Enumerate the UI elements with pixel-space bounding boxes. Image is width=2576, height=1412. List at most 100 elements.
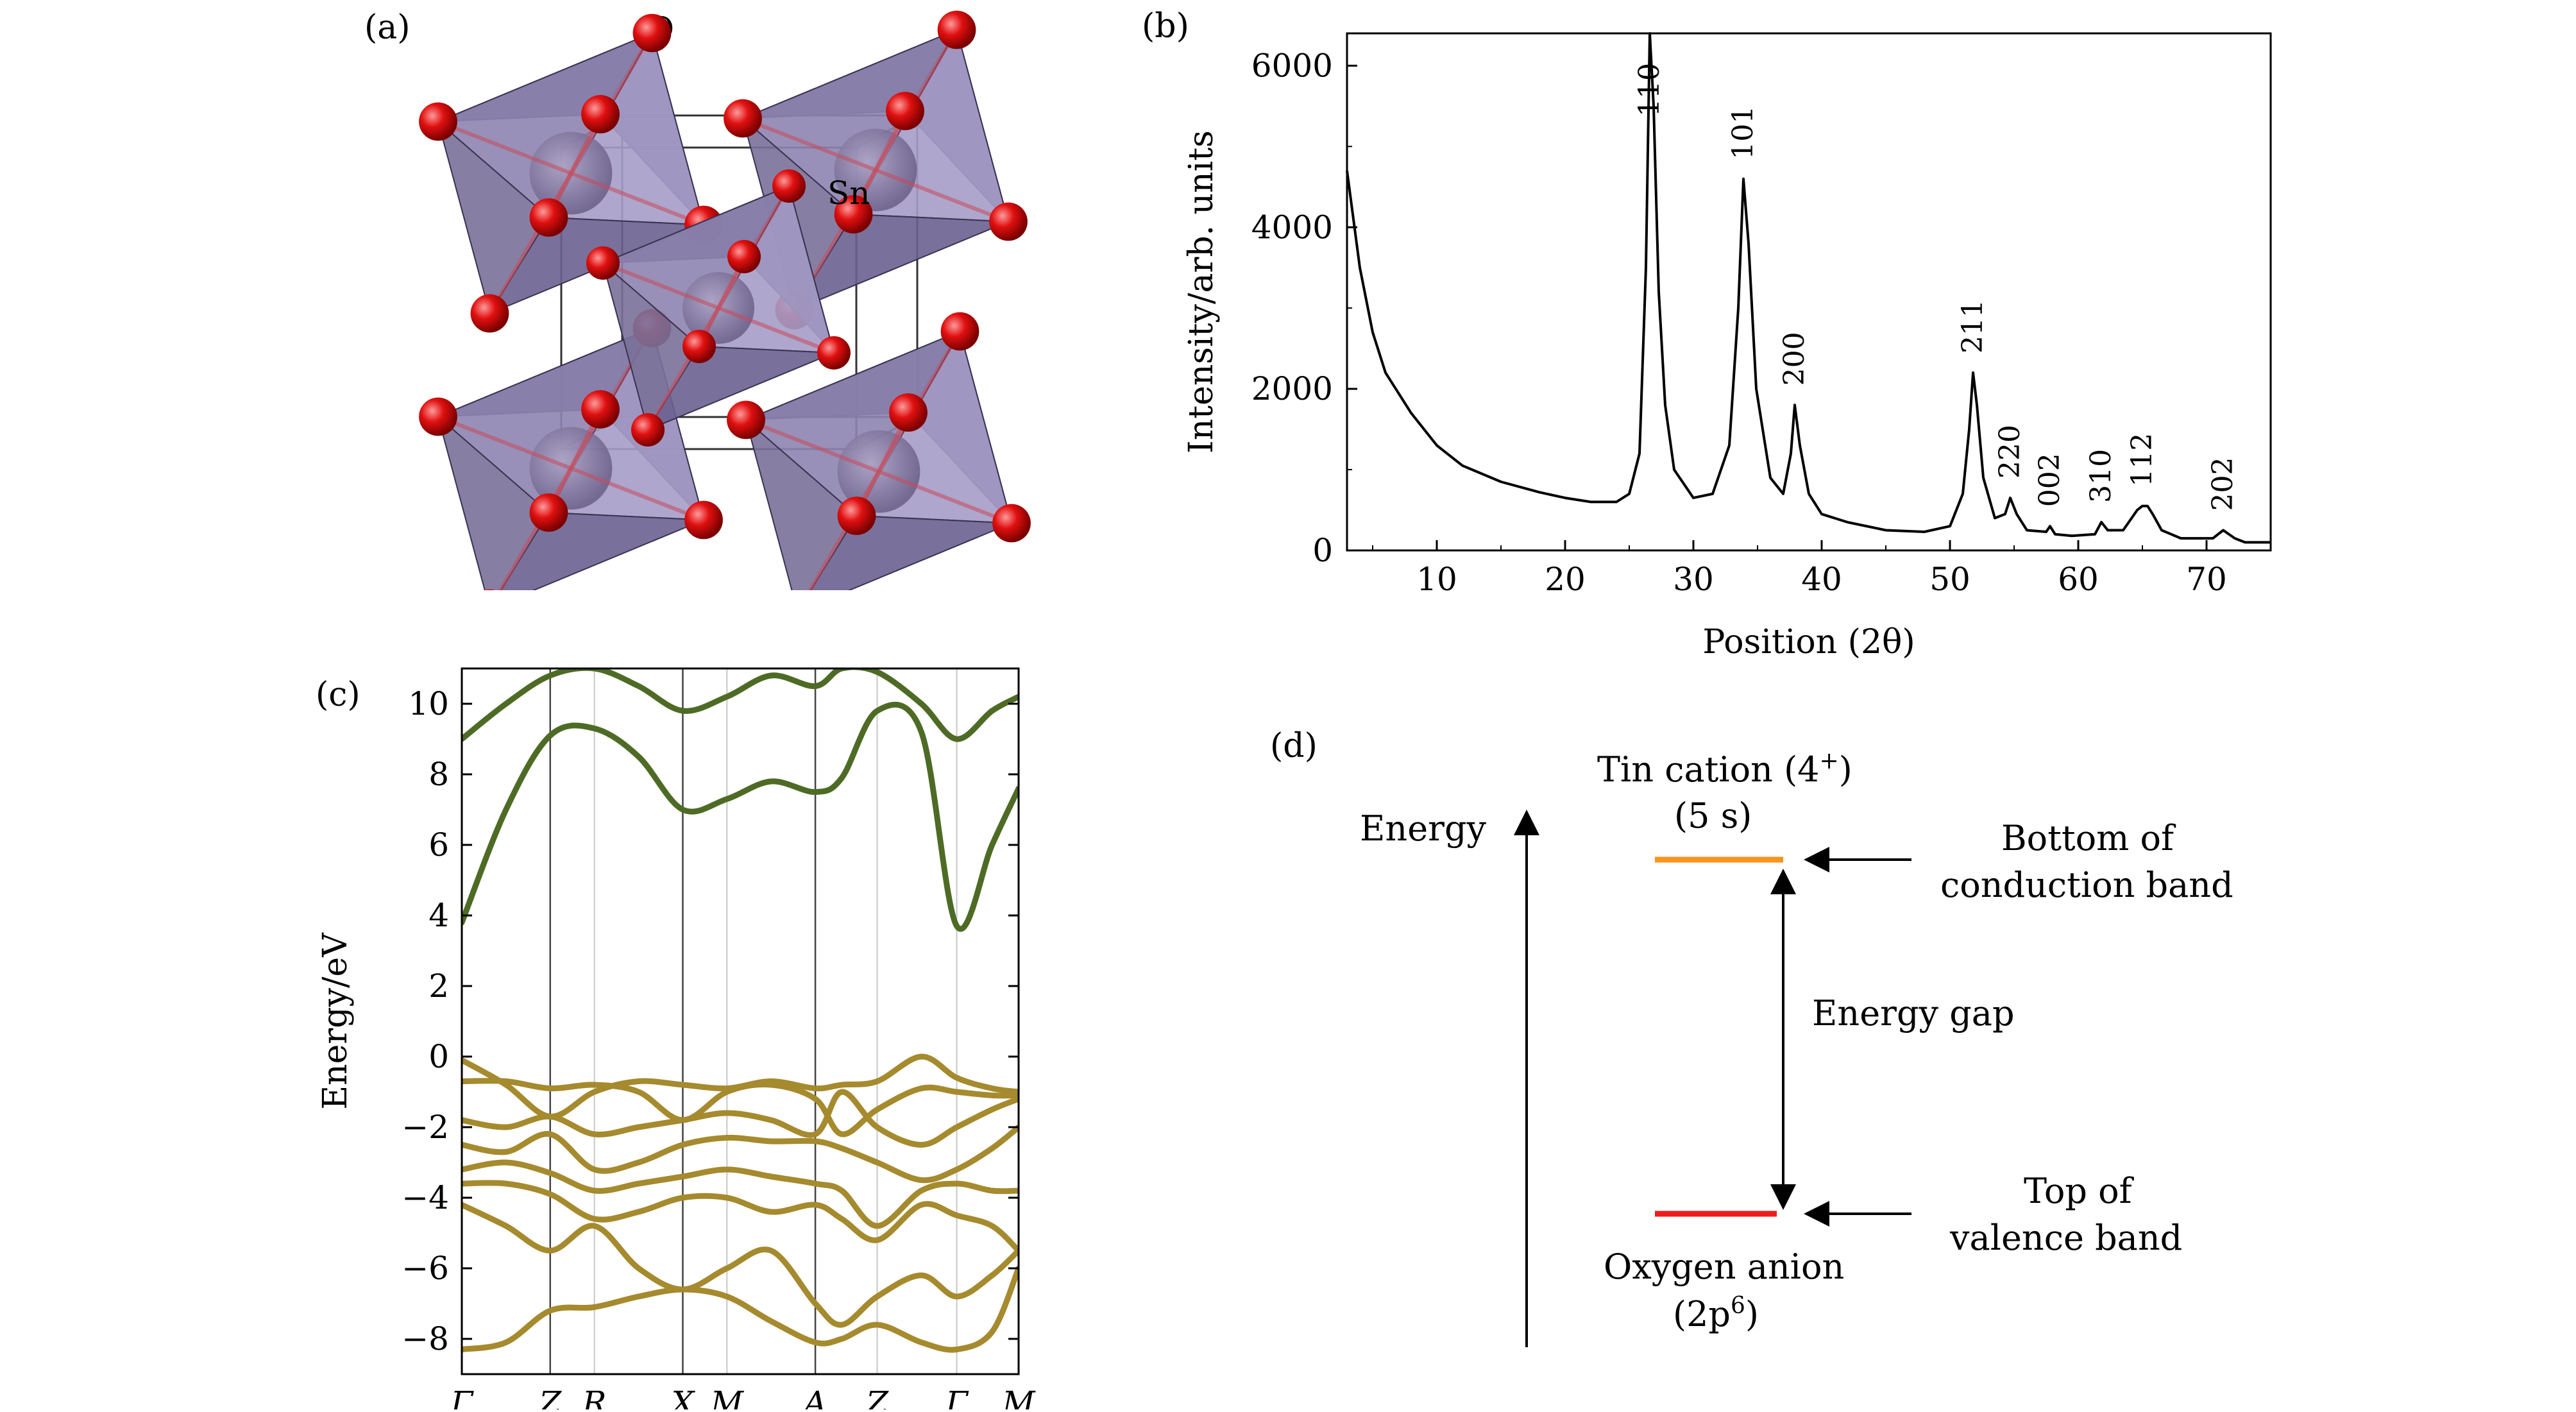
o-atom	[632, 13, 672, 53]
o-atom	[937, 10, 976, 49]
octahedron-top-right	[724, 10, 1028, 330]
xrd-plot-area: 10 20 30 40 50 60 70 0 2000 4000 6000 110 101 200 211 2…	[1182, 32, 2272, 661]
unit-cell	[419, 10, 1031, 631]
panel-a: (a) O Sn	[321, 0, 1090, 631]
o-atom	[772, 169, 806, 203]
xrd-x-tick-label: 60	[2058, 561, 2099, 598]
panel-c: (c) −8 −6 −4 −2 0 2 4 6 8 10 Γ Z R X M A Z Γ M Energy/eV	[308, 654, 1052, 1412]
o-atom	[419, 102, 457, 141]
xrd-y-tick-label: 2000	[1251, 370, 1333, 407]
o-atom	[529, 198, 568, 237]
o-atom	[581, 390, 620, 429]
crystal-structure: (a) O Sn	[364, 8, 1031, 631]
sn-o-bond	[570, 466, 705, 522]
o-atom	[992, 504, 1031, 543]
panel-label-c: (c)	[316, 676, 360, 714]
octahedron-bottom-left	[419, 309, 723, 628]
energy-diagram: (d) Energy Tin cation (4+) (5 s) Bottom …	[1270, 727, 2233, 1347]
o-atom	[529, 493, 568, 532]
o-atom	[989, 202, 1028, 241]
cbm-label-line2: conduction band	[1940, 865, 2233, 905]
sn-o-bond	[877, 470, 1013, 525]
conduction-band	[462, 668, 1019, 932]
xrd-peak-label: 110	[1633, 63, 1666, 117]
xrd-y-tick-label: 4000	[1251, 208, 1333, 246]
kpoint-label: A	[801, 1384, 827, 1409]
xrd-peak-label: 202	[2207, 457, 2239, 511]
xrd-peak-label: 112	[2126, 433, 2158, 487]
valence-band-line	[462, 1078, 1019, 1137]
o-atom	[586, 246, 620, 280]
sn-o-bond	[602, 261, 720, 310]
sn-o-bond	[570, 171, 705, 227]
vbm-label-line1: Top of	[2024, 1171, 2135, 1211]
band-y-axis-label: Energy/eV	[316, 932, 355, 1110]
anion-label: Oxygen anion	[1604, 1246, 1844, 1287]
o-atom	[631, 413, 665, 447]
o-atom	[682, 330, 716, 363]
kpoint-label: Z	[865, 1384, 889, 1409]
xrd-x-tick-label: 70	[2186, 561, 2227, 598]
band-y-tick-label: 2	[428, 967, 449, 1005]
o-atom	[889, 393, 928, 432]
octahedron-center	[586, 169, 851, 447]
cbm-label-line1: Bottom of	[2001, 818, 2176, 858]
valence-band	[462, 1053, 1019, 1353]
kpoint-label: M	[1001, 1384, 1036, 1409]
band-y-tick-label: 0	[428, 1038, 449, 1075]
sn-o-bond	[437, 119, 572, 175]
panel-d: (d) Energy Tin cation (4+) (5 s) Bottom …	[1257, 706, 2348, 1409]
xrd-x-tick-label: 30	[1673, 561, 1714, 598]
o-atom	[684, 500, 723, 540]
xrd-peak-label: 101	[1727, 106, 1759, 160]
o-atom	[724, 99, 762, 138]
octahedron-top-left	[419, 13, 723, 333]
xrd-y-axis-label: Intensity/arb. units	[1182, 130, 1221, 454]
xrd-peak-label: 002	[2033, 453, 2066, 507]
anion-orbital-label: (2p6)	[1673, 1293, 1759, 1335]
band-y-tick-label: −2	[402, 1109, 449, 1146]
panel-label-b: (b)	[1142, 7, 1189, 46]
valence-band-line	[462, 1124, 1019, 1184]
xrd-x-tick-label: 50	[1929, 561, 1970, 598]
atom-label-sn: Sn	[827, 174, 870, 212]
valence-band-line	[462, 1089, 1019, 1148]
sn-o-bond	[717, 306, 835, 355]
o-atom	[727, 400, 765, 439]
xrd-x-tick-label: 10	[1416, 561, 1457, 598]
sn-o-bond	[745, 418, 880, 473]
o-atom	[837, 497, 876, 535]
o-atom	[834, 195, 873, 234]
xrd-plot-frame	[1346, 32, 2272, 552]
panel-label-d: (d)	[1270, 727, 1318, 765]
panel-label-a: (a)	[364, 8, 411, 47]
cation-orbital-label: (5 s)	[1674, 795, 1752, 836]
kpoint-label: Γ	[450, 1384, 475, 1409]
o-atom	[817, 336, 851, 370]
o-atom	[886, 92, 924, 130]
valence-band-line	[462, 1180, 1019, 1254]
o-atom	[940, 312, 979, 351]
xrd-pattern-line	[1346, 32, 2271, 544]
xrd-x-tick-label: 40	[1801, 561, 1842, 598]
valence-band-line	[462, 1159, 1019, 1229]
xrd-x-axis-label: Position (2θ)	[1702, 623, 1915, 661]
panel-b: (b) 10 20 30 40 50 60 70 0 2000 4000 6000 110 101 200…	[1142, 0, 2316, 680]
kpoint-label: Γ	[945, 1384, 969, 1409]
kpoint-label: R	[582, 1384, 607, 1409]
sn-o-bond	[874, 168, 1010, 224]
xrd-x-tick-label: 20	[1545, 561, 1586, 598]
energy-gap-label: Energy gap	[1812, 993, 2015, 1033]
o-atom	[727, 240, 761, 273]
kpoint-label: Z	[538, 1384, 562, 1409]
energy-axis-label: Energy	[1360, 808, 1487, 849]
xrd-y-tick-label: 0	[1312, 532, 1333, 569]
band-y-tick-label: 4	[428, 897, 449, 934]
band-y-tick-label: 10	[408, 685, 449, 722]
cation-label: Tin cation (4+)	[1597, 748, 1852, 790]
valence-band-line	[462, 1265, 1019, 1353]
octahedron-bottom-right	[727, 312, 1031, 631]
xrd-peak-label: 211	[1956, 300, 1989, 353]
